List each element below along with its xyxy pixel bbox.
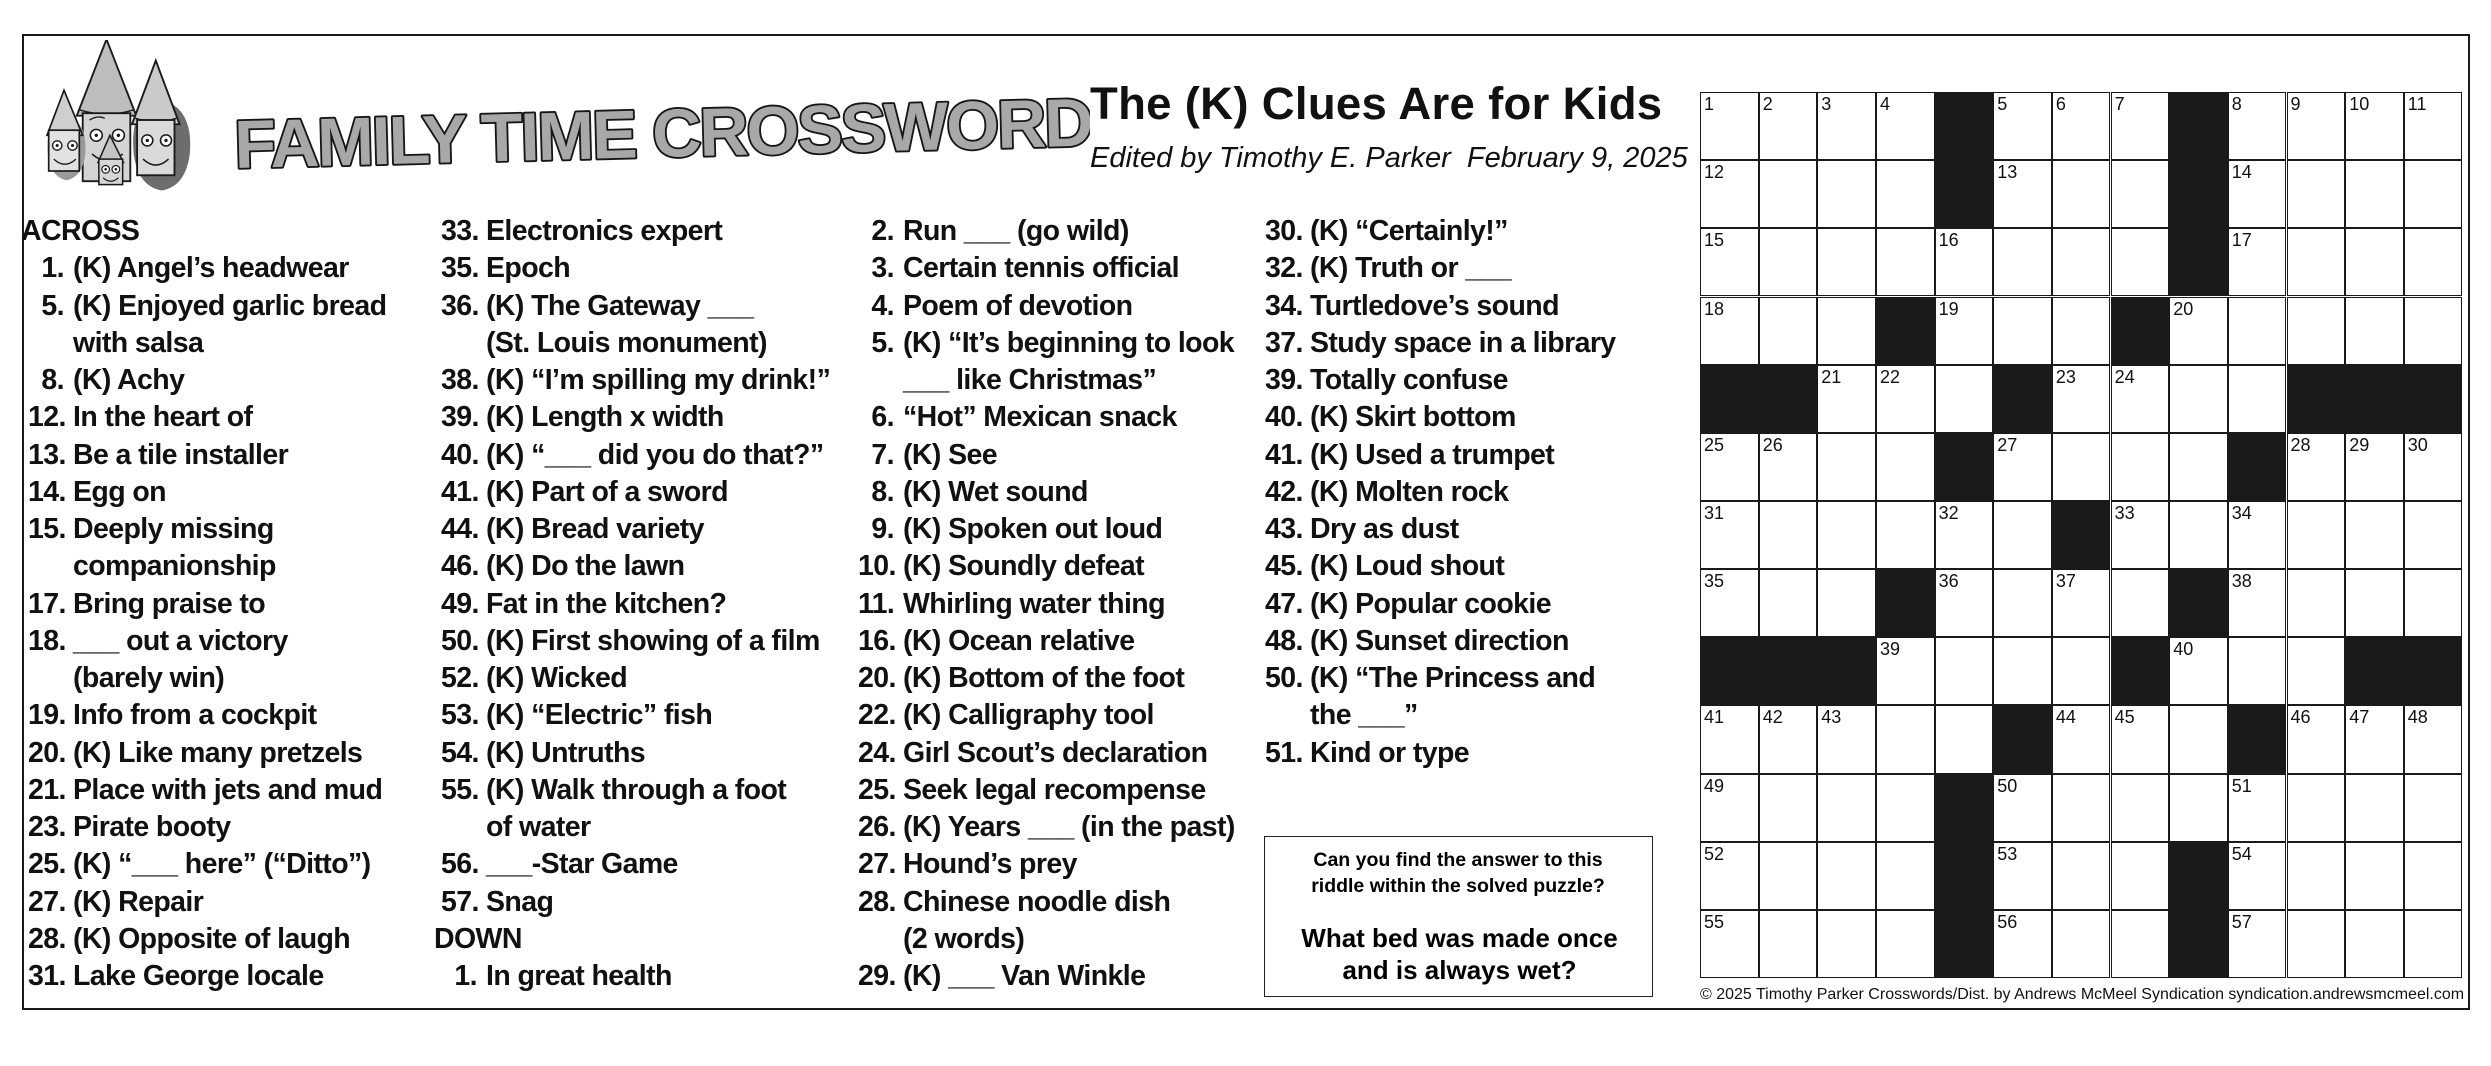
svg-text:FAMILY TIME CROSSWORD: FAMILY TIME CROSSWORD bbox=[233, 85, 1090, 183]
